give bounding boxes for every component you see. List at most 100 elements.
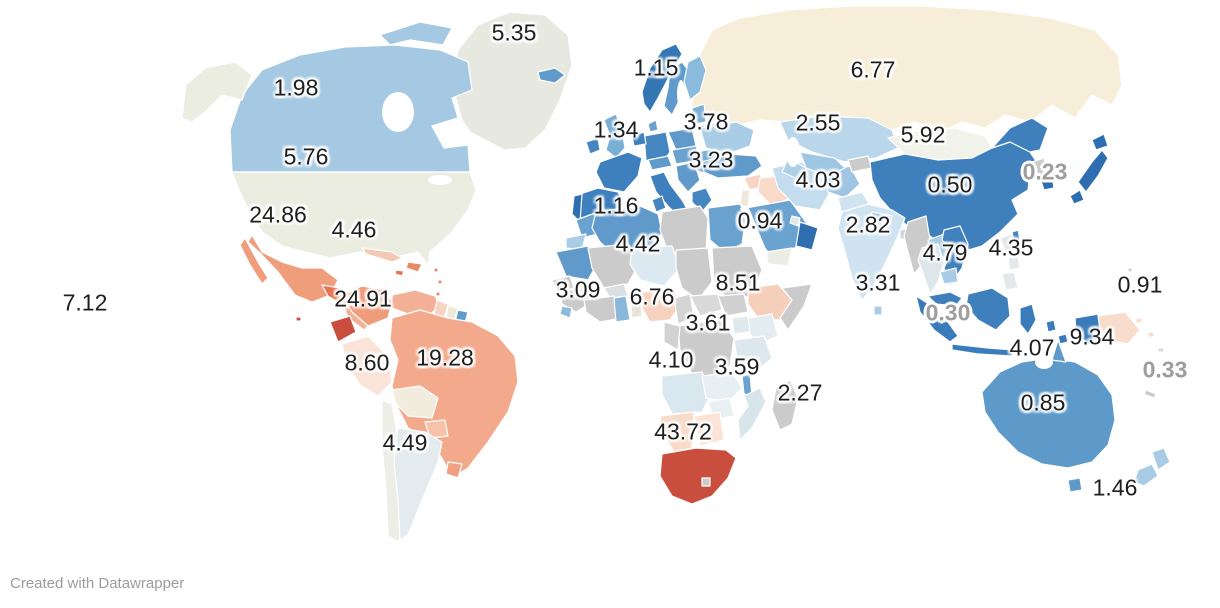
country-alaska[interactable] [181, 61, 253, 123]
country-sweden[interactable] [663, 61, 689, 116]
country-venezuela[interactable] [391, 289, 441, 317]
country-cuba[interactable] [361, 247, 403, 263]
country-cape-york[interactable] [1051, 339, 1067, 363]
country-uk[interactable] [603, 113, 626, 159]
country-solomons[interactable] [1157, 347, 1165, 353]
country-south-korea[interactable] [1039, 173, 1055, 191]
country-greenland[interactable] [451, 11, 573, 151]
country-peru[interactable] [341, 335, 393, 397]
country-canada[interactable] [229, 44, 473, 173]
country-nz-south[interactable] [1133, 463, 1159, 487]
country-galapagos[interactable] [295, 316, 302, 322]
country-philippines-2[interactable] [1007, 255, 1021, 271]
country-drc[interactable] [677, 319, 735, 381]
country-java[interactable] [951, 343, 1015, 357]
country-cambodia[interactable] [939, 267, 959, 285]
country-cameroon[interactable] [673, 293, 695, 325]
country-turkmenistan[interactable] [781, 157, 807, 181]
country-australia[interactable] [981, 357, 1116, 469]
country-guinea[interactable] [559, 287, 593, 313]
country-antilles[interactable] [433, 267, 443, 297]
country-mauritania[interactable] [555, 245, 599, 281]
country-usa[interactable] [231, 171, 477, 266]
country-egypt[interactable] [707, 203, 747, 253]
country-ivory-coast[interactable] [583, 295, 623, 323]
country-car[interactable] [689, 293, 723, 317]
country-nepal[interactable] [869, 211, 893, 225]
country-tunisia[interactable] [651, 195, 667, 213]
country-india[interactable] [837, 203, 906, 301]
country-jamaica[interactable] [394, 269, 405, 277]
country-new-caledonia[interactable] [1143, 389, 1157, 399]
country-ghana[interactable] [613, 295, 631, 323]
country-ukraine[interactable] [699, 121, 755, 155]
country-niger[interactable] [629, 245, 681, 287]
country-borneo[interactable] [965, 287, 1011, 331]
country-yemen[interactable] [765, 247, 793, 267]
country-fiji[interactable] [1179, 365, 1186, 371]
country-japan-kyushu[interactable] [1069, 189, 1085, 205]
country-madagascar[interactable] [771, 379, 799, 431]
country-ethiopia[interactable] [747, 283, 793, 321]
country-togo-benin[interactable] [629, 293, 643, 319]
country-baltics[interactable] [691, 103, 707, 125]
country-colombia[interactable] [341, 285, 393, 327]
country-denmark[interactable] [647, 119, 659, 133]
country-south-africa[interactable] [659, 447, 737, 505]
country-kazakhstan[interactable] [779, 115, 899, 163]
country-uganda[interactable] [731, 315, 751, 335]
country-mali[interactable] [587, 243, 641, 289]
country-somalia[interactable] [779, 283, 813, 331]
country-north-korea[interactable] [1031, 157, 1049, 177]
country-ireland[interactable] [585, 137, 601, 155]
country-japan-honshu[interactable] [1077, 149, 1109, 193]
country-philippines-3[interactable] [1001, 271, 1019, 291]
country-tanzania[interactable] [733, 335, 773, 373]
country-namibia[interactable] [659, 411, 695, 453]
country-zambia[interactable] [701, 371, 743, 403]
country-png-islands[interactable] [1135, 317, 1155, 338]
country-west-papua[interactable] [1074, 313, 1103, 345]
country-ecuador[interactable] [329, 315, 357, 343]
country-turkey[interactable] [701, 153, 763, 179]
country-uruguay[interactable] [445, 461, 463, 479]
country-lesotho[interactable] [701, 477, 711, 487]
country-mozambique[interactable] [737, 387, 767, 441]
country-burkina[interactable] [603, 283, 629, 299]
country-balkans[interactable] [675, 161, 701, 193]
country-gabon-congo[interactable] [663, 321, 681, 351]
country-china-ne[interactable] [991, 117, 1049, 153]
country-sumatra[interactable] [915, 295, 959, 343]
country-baja[interactable] [239, 237, 269, 285]
country-south-sudan[interactable] [717, 293, 749, 317]
country-benelux[interactable] [631, 131, 647, 147]
country-uzbekistan[interactable] [799, 151, 846, 177]
country-oman[interactable] [795, 221, 819, 251]
country-norway[interactable] [641, 43, 683, 113]
country-finland[interactable] [683, 55, 707, 101]
country-thailand[interactable] [917, 243, 945, 295]
country-chad[interactable] [675, 247, 713, 301]
country-nigeria[interactable] [641, 287, 681, 323]
datawrapper-credit-link[interactable]: Created with Datawrapper [10, 575, 185, 592]
country-maluku[interactable] [1045, 319, 1069, 345]
country-tasmania[interactable] [1067, 477, 1083, 493]
country-russia[interactable] [689, 5, 1123, 133]
country-sierra-leone[interactable] [559, 305, 573, 319]
country-png[interactable] [1097, 311, 1141, 345]
country-sulawesi[interactable] [1019, 303, 1037, 335]
country-nz-north[interactable] [1151, 447, 1171, 471]
country-iceland[interactable] [537, 67, 566, 84]
datawrapper-credit[interactable]: Created with Datawrapper [10, 575, 184, 592]
country-paraguay[interactable] [424, 419, 449, 439]
country-bolivia[interactable] [391, 385, 439, 419]
country-levant[interactable] [739, 189, 751, 209]
country-philippines-1[interactable] [999, 233, 1017, 253]
country-canada-islands[interactable] [379, 21, 453, 46]
country-senegal[interactable] [551, 275, 575, 293]
country-micronesia[interactable] [1127, 267, 1133, 273]
country-gulf-states[interactable] [789, 215, 801, 227]
country-sri-lanka[interactable] [873, 305, 883, 316]
country-botswana[interactable] [693, 411, 725, 447]
country-france[interactable] [595, 151, 643, 193]
